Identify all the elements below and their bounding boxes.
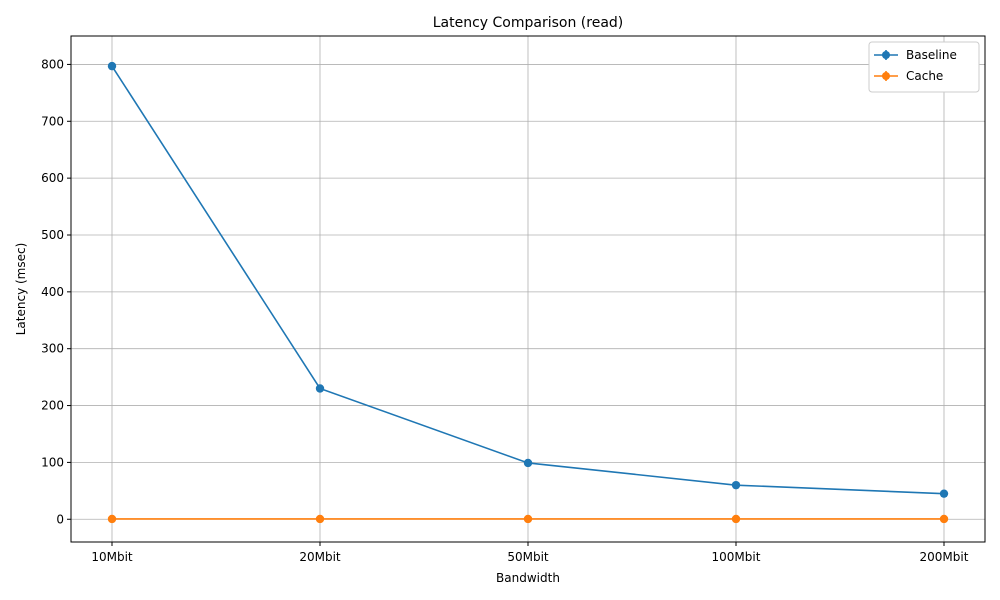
data-point: [107, 61, 117, 71]
y-tick-label: 200: [41, 399, 64, 413]
x-tick-label: 20Mbit: [299, 550, 341, 564]
legend-entry: Cache: [874, 69, 943, 83]
series-cache: [107, 514, 949, 524]
y-tick-label: 800: [41, 57, 64, 71]
data-point: [315, 514, 325, 524]
y-tick-label: 500: [41, 228, 64, 242]
chart-title: Latency Comparison (read): [433, 15, 624, 31]
legend-label: Baseline: [906, 48, 957, 62]
series-layer: [107, 61, 949, 524]
legend-marker: [882, 72, 890, 80]
x-tick-label: 50Mbit: [507, 550, 549, 564]
data-point: [939, 514, 949, 524]
data-point: [939, 489, 949, 498]
y-tick-label: 300: [41, 342, 64, 356]
data-point: [315, 384, 325, 393]
y-axis-title: Latency (msec): [14, 243, 28, 336]
x-axis: 10Mbit 20Mbit 50Mbit 100Mbit 200Mbit: [91, 542, 969, 564]
y-tick-label: 600: [41, 171, 64, 185]
legend-label: Cache: [906, 69, 943, 83]
y-tick-label: 400: [41, 285, 64, 299]
y-axis: 0 100 200 300 400 500 600 700 800: [41, 57, 71, 526]
y-tick-label: 0: [56, 512, 64, 526]
data-point: [731, 514, 741, 524]
x-tick-label: 200Mbit: [920, 550, 969, 564]
data-point: [107, 514, 117, 524]
data-point: [523, 458, 533, 468]
y-tick-label: 700: [41, 114, 64, 128]
x-tick-label: 100Mbit: [712, 550, 761, 564]
data-point: [523, 514, 533, 524]
x-tick-label: 10Mbit: [91, 550, 133, 564]
legend-entry: Baseline: [874, 48, 957, 62]
series-baseline: [107, 61, 949, 498]
y-tick-label: 100: [41, 455, 64, 469]
x-axis-title: Bandwidth: [496, 571, 560, 585]
legend-marker: [882, 51, 890, 59]
grid-lines: [71, 36, 985, 542]
legend: Baseline Cache: [868, 41, 980, 93]
data-point: [731, 480, 741, 490]
